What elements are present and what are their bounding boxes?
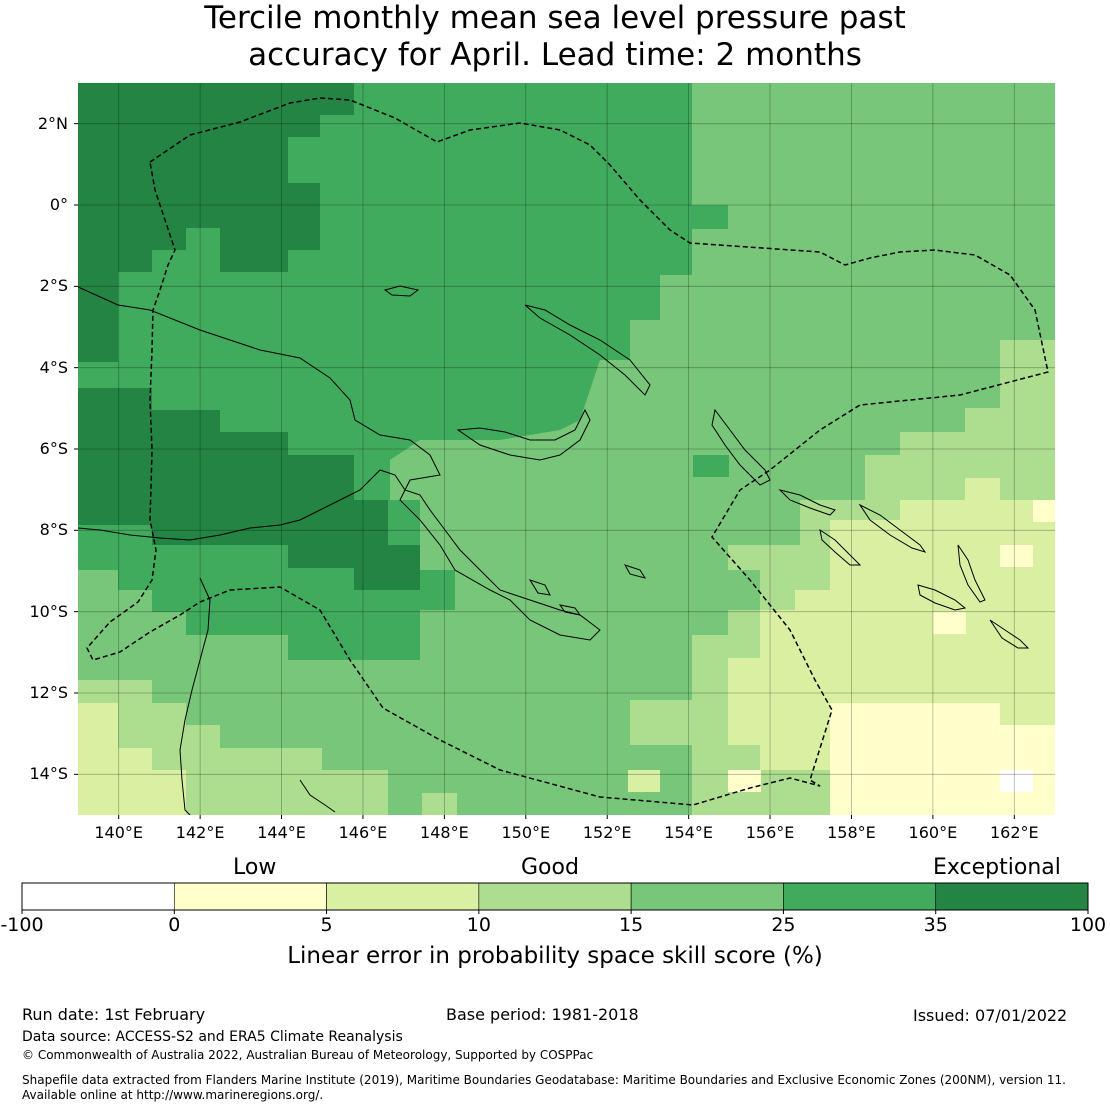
lat-tick-label: 10°S	[29, 601, 68, 621]
skill-zone	[78, 703, 186, 815]
coastlines	[78, 285, 1030, 815]
new-guinea-coast	[78, 286, 601, 641]
lat-tick-label: 8°S	[39, 520, 68, 540]
colorbar-tick-label: 15	[619, 914, 644, 936]
map-area	[78, 83, 1055, 815]
shapefile-credit-2: Available online at http://www.marinereg…	[22, 1088, 324, 1102]
lat-tick-label: 4°S	[39, 357, 68, 377]
colorbar-tick-label: -100	[0, 914, 44, 936]
colorbar-tick-label: 35	[923, 914, 948, 936]
colorbar-swatch	[326, 882, 480, 911]
skill-zone	[692, 83, 1055, 373]
eez-boundary	[86, 97, 1049, 806]
lat-tick-label: 6°S	[39, 439, 68, 458]
colorbar-frame	[21, 882, 1089, 911]
skill-zone	[728, 770, 761, 792]
solomon-islands-coast-6	[989, 619, 1030, 649]
skill-zone	[1000, 545, 1033, 567]
solomon-islands-coast-3	[819, 528, 862, 566]
lat-tick-label: 2°S	[39, 276, 68, 296]
lon-tick-label: 152°E	[582, 823, 632, 842]
category-good: Good	[521, 855, 579, 880]
chart-title-line-1: Tercile monthly mean sea level pressure …	[204, 0, 906, 36]
colorbar-tick-label: 5	[320, 914, 333, 936]
lon-tick-label: 144°E	[257, 823, 306, 842]
colorbar-swatch	[630, 882, 784, 911]
gulf-islands-coast	[299, 779, 336, 813]
shapefile-credit-1: Shapefile data extracted from Flanders M…	[22, 1073, 1066, 1087]
lon-tick-label: 150°E	[501, 823, 551, 842]
manus-island-coast	[383, 285, 420, 297]
colorbar-label: Linear error in probability space skill …	[287, 943, 823, 969]
colorbar-tick-label: 25	[771, 914, 796, 936]
colorbar-swatch	[935, 882, 1089, 911]
colorbar-swatch	[783, 882, 937, 911]
skill-zone	[78, 83, 354, 362]
skill-zone	[628, 770, 660, 792]
new-ireland-coast	[524, 304, 651, 396]
run-date: Run date: 1st February	[22, 1005, 206, 1024]
colorbar	[21, 882, 1089, 914]
graticule	[78, 83, 1055, 815]
solomon-islands-coast-1	[778, 489, 836, 516]
colorbar-tick-label: 10	[466, 914, 491, 936]
skill-zone	[933, 612, 966, 634]
category-low: Low	[233, 855, 277, 880]
skill-zone	[692, 205, 728, 229]
solomon-islands-coast-2	[858, 503, 927, 553]
lon-tick-label: 154°E	[664, 823, 713, 842]
lon-tick-label: 148°E	[420, 823, 469, 842]
skill-zone	[1000, 770, 1033, 792]
lon-tick-label: 140°E	[94, 823, 144, 842]
lon-tick-label: 142°E	[175, 823, 225, 842]
colorbar-tick-label: 0	[168, 914, 181, 936]
colorbar-swatch	[478, 882, 632, 911]
cape-york-coast	[179, 577, 211, 815]
colorbar-tick-label: 100	[1069, 914, 1107, 936]
lon-tick-label: 162°E	[989, 823, 1039, 842]
lon-tick-label: 146°E	[338, 823, 388, 842]
solomon-islands-coast-5	[917, 584, 967, 611]
lon-tick-label: 160°E	[908, 823, 958, 842]
skill-zone	[78, 388, 420, 590]
lon-tick-label: 158°E	[827, 823, 876, 842]
category-exceptional: Exceptional	[933, 855, 1061, 880]
bougainville-coast	[711, 408, 771, 486]
skill-zone	[1033, 500, 1055, 522]
fergusson-islands-coast	[528, 564, 647, 616]
lat-tick-label: 0°	[49, 195, 68, 214]
base-period: Base period: 1981-2018	[446, 1005, 639, 1024]
chart-title-line-2: accuracy for April. Lead time: 2 months	[248, 37, 862, 73]
new-britain-coast	[456, 408, 591, 461]
lat-tick-label: 2°N	[37, 113, 68, 133]
colorbar-swatch	[173, 882, 327, 911]
lat-tick-label: 14°S	[29, 764, 68, 784]
skill-zone	[422, 793, 457, 815]
lat-tick-label: 12°S	[29, 683, 68, 702]
copyright: © Commonwealth of Australia 2022, Austra…	[22, 1048, 594, 1062]
colorbar-swatch	[21, 882, 175, 911]
issued-date: Issued: 07/01/2022	[913, 1006, 1068, 1025]
data-source: Data source: ACCESS-S2 and ERA5 Climate …	[22, 1029, 403, 1045]
solomon-islands-coast-4	[957, 544, 986, 603]
skill-zone	[830, 703, 1055, 815]
lon-tick-label: 156°E	[745, 823, 795, 842]
skill-zone	[693, 455, 729, 477]
axis-ticks	[74, 123, 1015, 819]
